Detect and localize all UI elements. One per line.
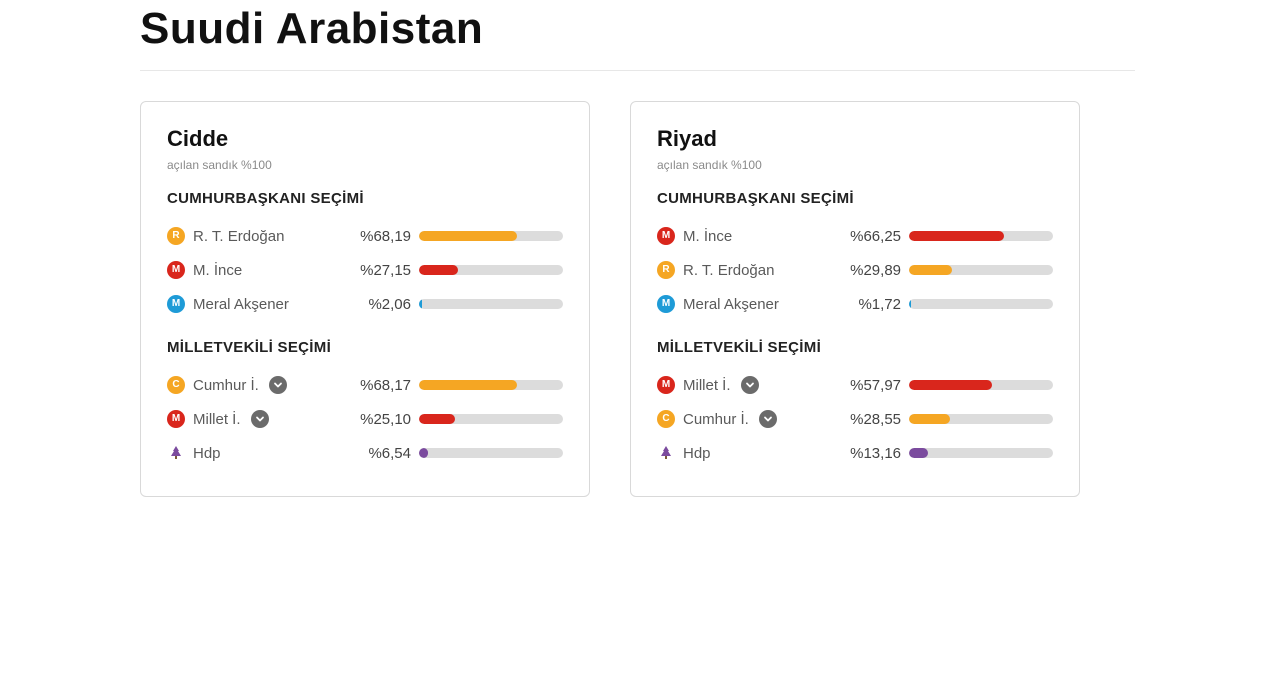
president-percent: %2,06 bbox=[347, 296, 419, 313]
president-bar-fill bbox=[909, 265, 952, 275]
party-badge-icon: M bbox=[657, 295, 675, 313]
parliament-percent: %13,16 bbox=[837, 445, 909, 462]
president-bar-fill bbox=[419, 231, 517, 241]
party-badge-icon: C bbox=[657, 410, 675, 428]
cards-container: Cidde açılan sandık %100 CUMHURBAŞKANI SEÇ… bbox=[140, 71, 1135, 497]
parliament-row: Hdp %13,16 bbox=[657, 436, 1053, 470]
president-bar bbox=[419, 231, 563, 241]
president-bar bbox=[419, 265, 563, 275]
expand-button[interactable] bbox=[759, 410, 777, 428]
president-row: M M. İnce %66,25 bbox=[657, 219, 1053, 253]
president-row: R R. T. Erdoğan %29,89 bbox=[657, 253, 1053, 287]
president-section-title: CUMHURBAŞKANI SEÇİMİ bbox=[657, 190, 1053, 207]
parliament-bar-fill bbox=[909, 448, 928, 458]
parliament-bar-fill bbox=[909, 380, 992, 390]
president-name: R. T. Erdoğan bbox=[193, 228, 284, 245]
party-badge-icon: M bbox=[657, 227, 675, 245]
president-name: R. T. Erdoğan bbox=[683, 262, 774, 279]
parliament-percent: %25,10 bbox=[347, 411, 419, 428]
parliament-percent: %57,97 bbox=[837, 377, 909, 394]
president-bar-fill bbox=[909, 231, 1004, 241]
tree-icon bbox=[657, 444, 675, 462]
president-name: M. İnce bbox=[193, 262, 242, 279]
president-row: R R. T. Erdoğan %68,19 bbox=[167, 219, 563, 253]
parliament-bar bbox=[909, 380, 1053, 390]
president-row: M Meral Akşener %1,72 bbox=[657, 287, 1053, 321]
expand-button[interactable] bbox=[741, 376, 759, 394]
president-section-title: CUMHURBAŞKANI SEÇİMİ bbox=[167, 190, 563, 207]
parliament-bar-fill bbox=[419, 414, 455, 424]
president-bar-fill bbox=[419, 265, 458, 275]
parliament-name: Cumhur İ. bbox=[683, 411, 749, 428]
city-card: Riyad açılan sandık %100 CUMHURBAŞKANI SEÇ… bbox=[630, 101, 1080, 497]
parliament-percent: %28,55 bbox=[837, 411, 909, 428]
party-badge-icon: R bbox=[167, 227, 185, 245]
parliament-bar-fill bbox=[909, 414, 950, 424]
expand-button[interactable] bbox=[251, 410, 269, 428]
president-bar bbox=[419, 299, 563, 309]
party-badge-icon: M bbox=[167, 410, 185, 428]
parliament-row: M Millet İ. %57,97 bbox=[657, 368, 1053, 402]
parliament-name: Millet İ. bbox=[193, 411, 241, 428]
party-badge-icon: M bbox=[657, 376, 675, 394]
parliament-name: Hdp bbox=[683, 445, 711, 462]
president-row: M M. İnce %27,15 bbox=[167, 253, 563, 287]
city-title: Cidde bbox=[167, 126, 563, 152]
party-badge-icon: M bbox=[167, 295, 185, 313]
parliament-bar-fill bbox=[419, 380, 517, 390]
president-bar bbox=[909, 299, 1053, 309]
party-badge-icon: C bbox=[167, 376, 185, 394]
parliament-bar-fill bbox=[419, 448, 428, 458]
parliament-bar bbox=[419, 414, 563, 424]
parliament-row: M Millet İ. %25,10 bbox=[167, 402, 563, 436]
parliament-name: Hdp bbox=[193, 445, 221, 462]
president-bar-fill bbox=[419, 299, 422, 309]
president-percent: %29,89 bbox=[837, 262, 909, 279]
president-percent: %1,72 bbox=[837, 296, 909, 313]
parliament-name: Cumhur İ. bbox=[193, 377, 259, 394]
ballot-status: açılan sandık %100 bbox=[167, 158, 563, 172]
parliament-percent: %68,17 bbox=[347, 377, 419, 394]
parliament-row: Hdp %6,54 bbox=[167, 436, 563, 470]
party-badge-icon: R bbox=[657, 261, 675, 279]
president-row: M Meral Akşener %2,06 bbox=[167, 287, 563, 321]
president-bar-fill bbox=[909, 299, 911, 309]
parliament-section-title: MİLLETVEKİLİ SEÇİMİ bbox=[167, 339, 563, 356]
parliament-bar bbox=[419, 448, 563, 458]
president-bar bbox=[909, 265, 1053, 275]
ballot-status: açılan sandık %100 bbox=[657, 158, 1053, 172]
parliament-percent: %6,54 bbox=[347, 445, 419, 462]
city-title: Riyad bbox=[657, 126, 1053, 152]
parliament-name: Millet İ. bbox=[683, 377, 731, 394]
expand-button[interactable] bbox=[269, 376, 287, 394]
president-name: M. İnce bbox=[683, 228, 732, 245]
parliament-bar bbox=[909, 448, 1053, 458]
parliament-bar bbox=[419, 380, 563, 390]
president-percent: %27,15 bbox=[347, 262, 419, 279]
president-percent: %68,19 bbox=[347, 228, 419, 245]
president-bar bbox=[909, 231, 1053, 241]
party-badge-icon: M bbox=[167, 261, 185, 279]
parliament-bar bbox=[909, 414, 1053, 424]
parliament-row: C Cumhur İ. %68,17 bbox=[167, 368, 563, 402]
parliament-row: C Cumhur İ. %28,55 bbox=[657, 402, 1053, 436]
president-percent: %66,25 bbox=[837, 228, 909, 245]
tree-icon bbox=[167, 444, 185, 462]
page-title: Suudi Arabistan bbox=[140, 0, 1135, 71]
president-name: Meral Akşener bbox=[683, 296, 779, 313]
parliament-section-title: MİLLETVEKİLİ SEÇİMİ bbox=[657, 339, 1053, 356]
city-card: Cidde açılan sandık %100 CUMHURBAŞKANI SEÇ… bbox=[140, 101, 590, 497]
president-name: Meral Akşener bbox=[193, 296, 289, 313]
